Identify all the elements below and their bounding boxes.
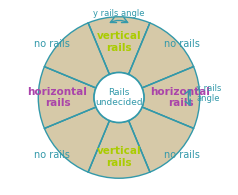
Wedge shape (142, 67, 200, 128)
Circle shape (94, 73, 144, 122)
Text: no rails: no rails (164, 39, 200, 49)
Text: no rails: no rails (164, 150, 200, 160)
Wedge shape (88, 121, 150, 178)
Text: vertical
rails: vertical rails (97, 31, 141, 53)
Text: Rails
undecided: Rails undecided (95, 88, 143, 107)
Text: vertical
rails: vertical rails (97, 146, 141, 168)
Wedge shape (129, 107, 193, 172)
Text: y rails angle: y rails angle (93, 9, 145, 18)
Wedge shape (88, 17, 150, 74)
Text: horizontal
rails: horizontal rails (28, 87, 87, 108)
Text: no rails: no rails (34, 150, 70, 160)
Text: no rails: no rails (34, 39, 70, 49)
Text: horizontal
rails: horizontal rails (151, 87, 210, 108)
Wedge shape (45, 107, 109, 172)
Wedge shape (45, 23, 109, 88)
Wedge shape (129, 23, 193, 88)
Wedge shape (38, 67, 96, 128)
Text: x rails
angle: x rails angle (196, 84, 221, 103)
